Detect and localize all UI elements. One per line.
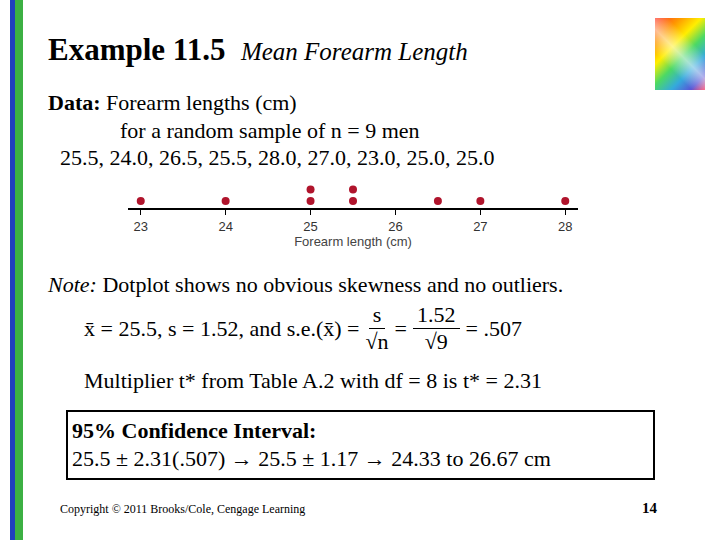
html-text:1.52: 1.52 bbox=[417, 302, 456, 327]
html-text:s: s bbox=[372, 302, 382, 327]
html-text:95% Confidence Interval:: 95% Confidence Interval: bbox=[72, 418, 317, 443]
svg-text:26: 26 bbox=[388, 219, 402, 234]
html-text:√n: √n bbox=[365, 329, 389, 354]
html-text:for a random sample of n = 9 m: for a random sample of n = 9 men bbox=[120, 118, 420, 143]
html-text:Note: Dotplot shows no obvious: Note: Dotplot shows no obvious skewness … bbox=[48, 272, 564, 297]
html-text:√9: √9 bbox=[424, 329, 448, 354]
html-text:Data: Forearm lengths (cm): Data: Forearm lengths (cm) bbox=[48, 90, 297, 115]
html-text:Copyright © 2011 Brooks/Cole,: Copyright © 2011 Brooks/Cole, Cengage Le… bbox=[60, 502, 306, 516]
html-text:25.5 ± 2.31(.507) → 25.5 ± 1.1: 25.5 ± 2.31(.507) → 25.5 ± 1.17 → 24.33 … bbox=[72, 446, 551, 471]
html-text:Multiplier t* from Table A.2 w: Multiplier t* from Table A.2 with df = 8… bbox=[84, 368, 542, 393]
html-text:x̄ = 25.5, s = 1.52, and s.e.(: x̄ = 25.5, s = 1.52, and s.e.(x̄) = bbox=[84, 315, 360, 341]
svg-text:28: 28 bbox=[558, 219, 572, 234]
html-text:Mean Forearm Length: Mean Forearm Length bbox=[240, 38, 468, 65]
svg-text:24: 24 bbox=[218, 219, 232, 234]
svg-text:27: 27 bbox=[473, 219, 487, 234]
html-text:= .507: = .507 bbox=[465, 315, 522, 341]
html-text:25.5, 24.0, 26.5, 25.5, 28.0,: 25.5, 24.0, 26.5, 25.5, 28.0, 27.0, 23.0… bbox=[60, 145, 495, 170]
html-text:Example 11.5: Example 11.5 bbox=[48, 32, 226, 67]
svg-text:25: 25 bbox=[303, 219, 317, 234]
svg-text:23: 23 bbox=[134, 219, 148, 234]
svg-text:Forearm length (cm): Forearm length (cm) bbox=[294, 234, 412, 249]
html-text:14: 14 bbox=[642, 500, 657, 516]
